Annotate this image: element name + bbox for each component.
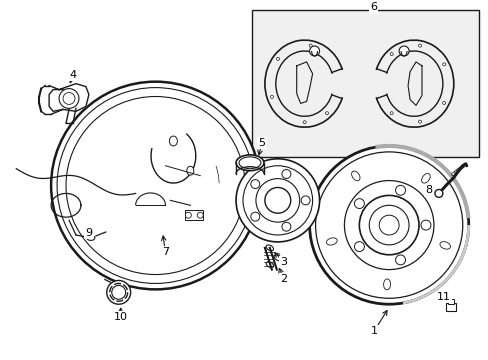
Circle shape [325, 112, 328, 115]
Text: 6: 6 [369, 3, 376, 13]
Polygon shape [49, 84, 89, 111]
Circle shape [379, 215, 398, 235]
Text: 4: 4 [69, 70, 77, 80]
Circle shape [398, 46, 408, 56]
Text: 8: 8 [425, 185, 431, 195]
Circle shape [354, 199, 364, 208]
Ellipse shape [186, 166, 193, 175]
Circle shape [276, 57, 279, 60]
Ellipse shape [421, 174, 429, 183]
Circle shape [106, 280, 130, 304]
Bar [251, 10, 478, 157]
Circle shape [434, 189, 442, 197]
Circle shape [344, 181, 433, 270]
Circle shape [315, 152, 462, 298]
Text: 5: 5 [258, 138, 265, 148]
Circle shape [418, 44, 421, 47]
Ellipse shape [265, 245, 273, 251]
Circle shape [185, 212, 191, 218]
Circle shape [418, 120, 421, 123]
Circle shape [359, 195, 418, 255]
Circle shape [250, 212, 259, 221]
Circle shape [282, 170, 290, 179]
Ellipse shape [351, 171, 359, 181]
Ellipse shape [239, 157, 261, 169]
Circle shape [442, 102, 445, 104]
Circle shape [389, 53, 392, 55]
Ellipse shape [326, 238, 337, 245]
Ellipse shape [169, 136, 177, 146]
Circle shape [309, 46, 319, 56]
Circle shape [442, 63, 445, 66]
Text: 3: 3 [280, 257, 286, 267]
Circle shape [236, 159, 319, 242]
Bar [185, 210, 203, 220]
Circle shape [66, 96, 244, 275]
Circle shape [395, 255, 405, 265]
Bar [447, 299, 453, 304]
Circle shape [270, 95, 273, 98]
Ellipse shape [236, 155, 264, 171]
Text: 2: 2 [280, 274, 287, 284]
Circle shape [301, 196, 309, 205]
Circle shape [389, 112, 392, 115]
Circle shape [368, 205, 408, 245]
Text: 11: 11 [436, 292, 450, 302]
Circle shape [308, 44, 311, 47]
Circle shape [197, 212, 203, 218]
Circle shape [112, 285, 125, 299]
Circle shape [354, 242, 364, 252]
Text: 1: 1 [370, 326, 377, 336]
Circle shape [243, 166, 312, 235]
Circle shape [303, 121, 305, 124]
Circle shape [63, 93, 75, 104]
Circle shape [59, 89, 79, 108]
Ellipse shape [274, 255, 281, 261]
Circle shape [250, 180, 259, 189]
Bar [445, 303, 455, 311]
Text: 7: 7 [162, 247, 169, 257]
Circle shape [51, 82, 260, 289]
Ellipse shape [383, 279, 390, 290]
Ellipse shape [87, 235, 95, 240]
Circle shape [282, 222, 290, 231]
Text: 9: 9 [85, 228, 92, 238]
Circle shape [255, 179, 299, 222]
Circle shape [309, 146, 468, 304]
Circle shape [57, 87, 253, 283]
Ellipse shape [265, 262, 273, 267]
Circle shape [264, 188, 290, 213]
Circle shape [395, 185, 405, 195]
Circle shape [420, 220, 430, 230]
Text: 10: 10 [114, 312, 127, 322]
Ellipse shape [439, 242, 449, 249]
